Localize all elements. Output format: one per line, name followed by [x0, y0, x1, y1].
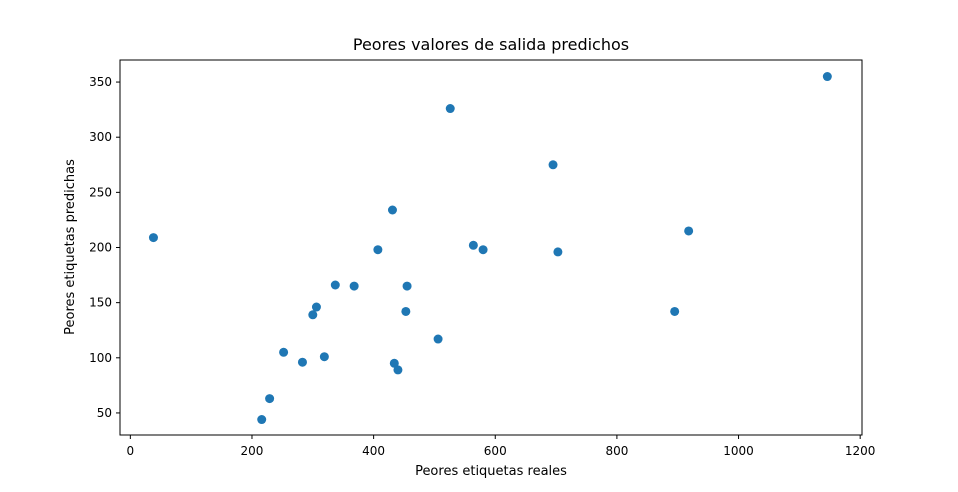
scatter-point [393, 365, 403, 375]
y-axis-ticks: 50 100 150 200 250 300 350 [89, 75, 120, 420]
scatter-point [433, 334, 443, 344]
y-tick-label: 150 [89, 296, 112, 310]
x-tick-label: 400 [362, 444, 385, 458]
y-tick-label: 250 [89, 185, 112, 199]
scatter-point [387, 205, 397, 215]
scatter-point [468, 240, 478, 250]
scatter-point [330, 280, 340, 290]
x-axis-ticks: 0 200 400 600 800 1000 1200 [127, 435, 876, 458]
scatter-point [402, 281, 412, 291]
x-tick-label: 0 [127, 444, 135, 458]
scatter-point [548, 160, 558, 170]
scatter-point [684, 226, 694, 236]
scatter-point [445, 104, 455, 114]
scatter-point [373, 245, 383, 255]
chart-title: Peores valores de salida predichos [353, 35, 629, 54]
scatter-point [822, 72, 832, 82]
scatter-point [401, 306, 411, 316]
scatter-point [279, 347, 289, 357]
y-tick-label: 350 [89, 75, 112, 89]
scatter-point [478, 245, 488, 255]
scatter-point [297, 357, 307, 367]
scatter-point [308, 310, 318, 320]
scatter-point [553, 247, 563, 257]
x-tick-label: 1000 [723, 444, 754, 458]
x-tick-label: 1200 [845, 444, 876, 458]
scatter-point [670, 306, 680, 316]
plot-area-frame [119, 59, 863, 436]
scatter-point [311, 302, 321, 312]
scatter-points [148, 72, 832, 425]
scatter-point [389, 358, 399, 368]
scatter-point [265, 394, 275, 404]
y-axis-label: Peores etiquetas predichas [63, 159, 78, 335]
y-tick-label: 200 [89, 241, 112, 255]
x-tick-label: 200 [241, 444, 264, 458]
scatter-point [319, 352, 329, 362]
scatter-point [148, 233, 158, 243]
scatter-point [349, 281, 359, 291]
x-tick-label: 600 [484, 444, 507, 458]
x-axis-label: Peores etiquetas reales [415, 464, 567, 479]
y-tick-label: 100 [89, 351, 112, 365]
y-tick-label: 300 [89, 130, 112, 144]
x-tick-label: 800 [605, 444, 628, 458]
scatter-point [257, 415, 267, 425]
y-tick-label: 50 [97, 406, 112, 420]
